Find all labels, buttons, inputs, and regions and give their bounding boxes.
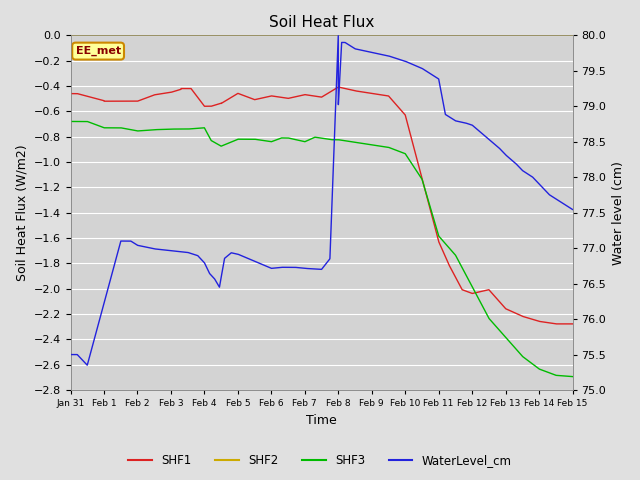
Title: Soil Heat Flux: Soil Heat Flux <box>269 15 374 30</box>
X-axis label: Time: Time <box>306 414 337 427</box>
Y-axis label: Soil Heat Flux (W/m2): Soil Heat Flux (W/m2) <box>15 144 28 281</box>
Legend: SHF1, SHF2, SHF3, WaterLevel_cm: SHF1, SHF2, SHF3, WaterLevel_cm <box>124 449 516 472</box>
Y-axis label: Water level (cm): Water level (cm) <box>612 161 625 264</box>
Text: EE_met: EE_met <box>76 46 121 56</box>
